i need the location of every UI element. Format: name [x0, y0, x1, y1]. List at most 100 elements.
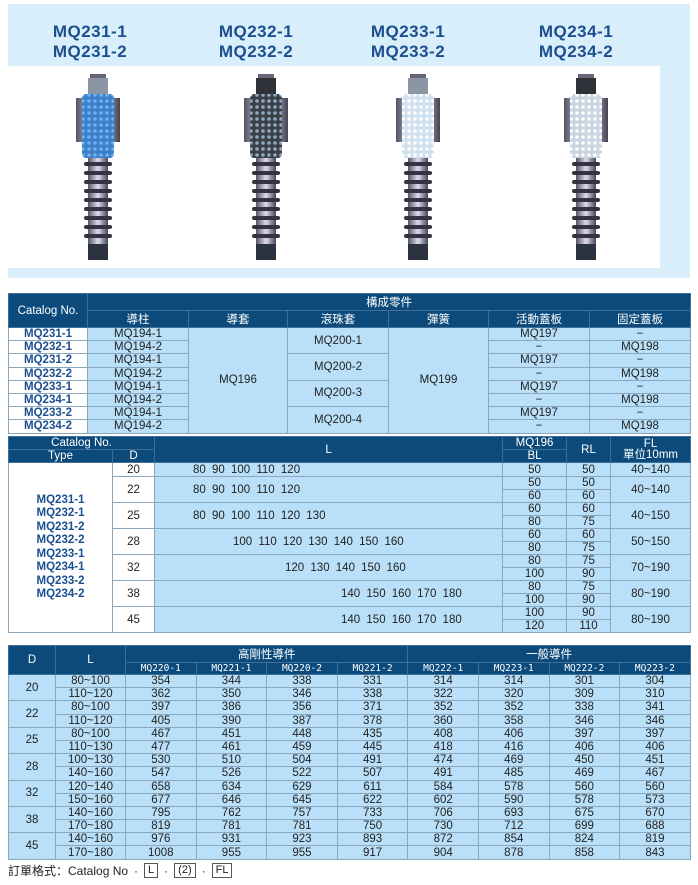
price: 397: [548, 726, 621, 741]
model-title: MQ234-1 MQ234-2: [506, 22, 646, 62]
price: 467: [619, 766, 691, 781]
table-row: 22 80 90 100 110 120 50 50 40~140: [9, 476, 692, 503]
lengths: 140 150 160 170 180: [154, 580, 504, 607]
column-header: 滾珠套: [287, 310, 389, 328]
price: 824: [548, 832, 621, 847]
price: 507: [336, 766, 409, 781]
guide-post-image: [388, 74, 448, 260]
fl-unit: 單位10mm: [623, 448, 678, 461]
model-name: MQ233-2: [370, 42, 446, 61]
price-table: D L 高剛性導件 一般導件 MQ220-1 MQ221-1 MQ220-2 MQ221-2…: [8, 645, 691, 860]
spring: MQ199: [388, 327, 489, 434]
table-row: 25 80~100 467 451 448 435 408 406 397 397: [8, 726, 691, 755]
rl: 75: [566, 515, 612, 529]
price: 310: [619, 687, 691, 702]
price: 354: [125, 673, 197, 689]
price: 467: [125, 726, 197, 741]
rl: 75: [566, 541, 612, 555]
model-name: MQ234-1: [538, 22, 614, 41]
fixed-plate: −: [588, 326, 692, 342]
ball-cage: MQ200-3: [287, 379, 389, 408]
pillar: MQ194-1: [87, 379, 189, 394]
price: 1008: [125, 845, 197, 860]
price: 712: [477, 819, 550, 834]
column-header: MQ220-1: [125, 662, 197, 675]
rl: 60: [566, 528, 612, 542]
price: 405: [125, 713, 197, 728]
fixed-plate: MQ198: [588, 419, 692, 434]
model-name: MQ233-1: [370, 22, 446, 41]
length-range: 140~160: [55, 766, 126, 781]
table-row: 170~180 1008 955 955 917 904 878 858 843: [9, 845, 691, 860]
movable-plate: MQ197: [488, 379, 590, 394]
bl: 100: [502, 567, 568, 581]
catalog-no: MQ234-2: [8, 419, 88, 434]
model-name: MQ232-1: [218, 22, 294, 41]
rl: 75: [566, 554, 612, 568]
price: 706: [407, 805, 479, 821]
price: 356: [266, 700, 338, 715]
table-row: MQ232-2 MQ194-2 − MQ198: [8, 366, 692, 381]
price: 904: [407, 845, 479, 860]
pillar: MQ194-1: [87, 406, 189, 421]
price: 477: [125, 739, 197, 755]
d-header: D: [111, 449, 156, 463]
column-header: 活動蓋板: [488, 310, 590, 328]
fl-range: 80~190: [610, 580, 692, 607]
price: 406: [619, 739, 691, 755]
table-row: MQ231-1 MQ232-1 MQ231-2 MQ232-2 MQ233-1 …: [8, 462, 692, 633]
bl: 60: [502, 528, 568, 542]
column-header: 導柱: [87, 310, 189, 328]
bl: 80: [502, 515, 568, 529]
guide-post-image: [68, 74, 128, 260]
price: 390: [195, 713, 268, 728]
bl: 100: [502, 593, 568, 607]
diameter: 20: [8, 673, 56, 702]
price: 352: [477, 700, 550, 715]
price: 406: [477, 726, 550, 741]
catalog-no: MQ231-2: [8, 353, 88, 368]
price: 893: [336, 832, 409, 847]
bl: 80: [502, 554, 568, 568]
price: 309: [548, 687, 621, 702]
bl-header: BL: [502, 449, 568, 463]
l-header: L: [55, 645, 126, 675]
price: 510: [195, 753, 268, 768]
price: 611: [336, 779, 409, 794]
model-name: MQ234-2: [538, 42, 614, 61]
table-row: 150~160 677 646 645 622 602 590 578 573: [9, 792, 691, 807]
table-row: 140~160 547 526 522 507 491 485 469 467: [9, 766, 691, 781]
diameter: 32: [8, 779, 56, 807]
table-row: 32 120~140 658 634 629 611 584 578 560 560: [8, 779, 691, 807]
catalog-no: MQ232-2: [8, 366, 88, 381]
price: 931: [195, 832, 268, 847]
price: 418: [407, 739, 479, 755]
price: 338: [336, 687, 409, 702]
price: 469: [548, 766, 621, 781]
d-header: D: [8, 645, 56, 675]
l-header: L: [154, 436, 504, 463]
price: 688: [619, 819, 691, 834]
table-row: MQ231-2 MQ194-1 MQ200-2 MQ197−: [8, 353, 692, 381]
length-range: 80~100: [55, 726, 126, 741]
table-row: 110~120 405 390 387 378 360 358 346 346: [9, 713, 691, 728]
movable-plate: −: [488, 392, 590, 408]
price: 371: [336, 700, 409, 715]
price: 584: [407, 779, 479, 794]
bl: 120: [502, 619, 568, 633]
price: 634: [195, 779, 268, 794]
price: 451: [195, 726, 268, 741]
table-row: 100 90: [9, 567, 691, 581]
price: 352: [407, 700, 479, 715]
price: 629: [266, 779, 338, 794]
length-range: 100~130: [55, 753, 126, 768]
price: 854: [477, 832, 550, 847]
fl-label: FL: [643, 437, 658, 450]
bl: 80: [502, 541, 568, 555]
price: 322: [407, 687, 479, 702]
catalog-no: MQ231-1: [8, 326, 88, 342]
price: 491: [407, 766, 479, 781]
price: 819: [619, 832, 691, 847]
price: 693: [477, 805, 550, 821]
column-header: MQ222-1: [407, 662, 479, 675]
